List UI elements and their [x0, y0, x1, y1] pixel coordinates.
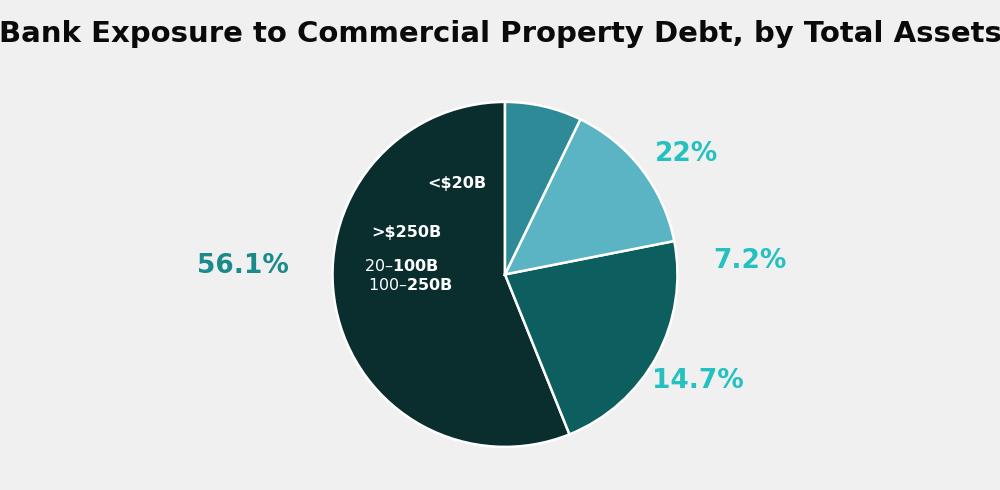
Text: $100–$250B: $100–$250B	[368, 277, 453, 293]
Text: >$250B: >$250B	[371, 225, 442, 240]
Text: 56.1%: 56.1%	[197, 253, 289, 279]
Text: Bank Exposure to Commercial Property Debt, by Total Assets: Bank Exposure to Commercial Property Deb…	[0, 20, 1000, 48]
Text: $20–$100B: $20–$100B	[364, 258, 439, 274]
Text: <$20B: <$20B	[427, 175, 486, 191]
Wedge shape	[505, 102, 580, 274]
Text: 14.7%: 14.7%	[652, 368, 744, 394]
Wedge shape	[333, 102, 570, 447]
Wedge shape	[505, 119, 674, 274]
Text: 22%: 22%	[654, 141, 718, 167]
Wedge shape	[505, 241, 677, 434]
Text: 7.2%: 7.2%	[713, 247, 787, 273]
